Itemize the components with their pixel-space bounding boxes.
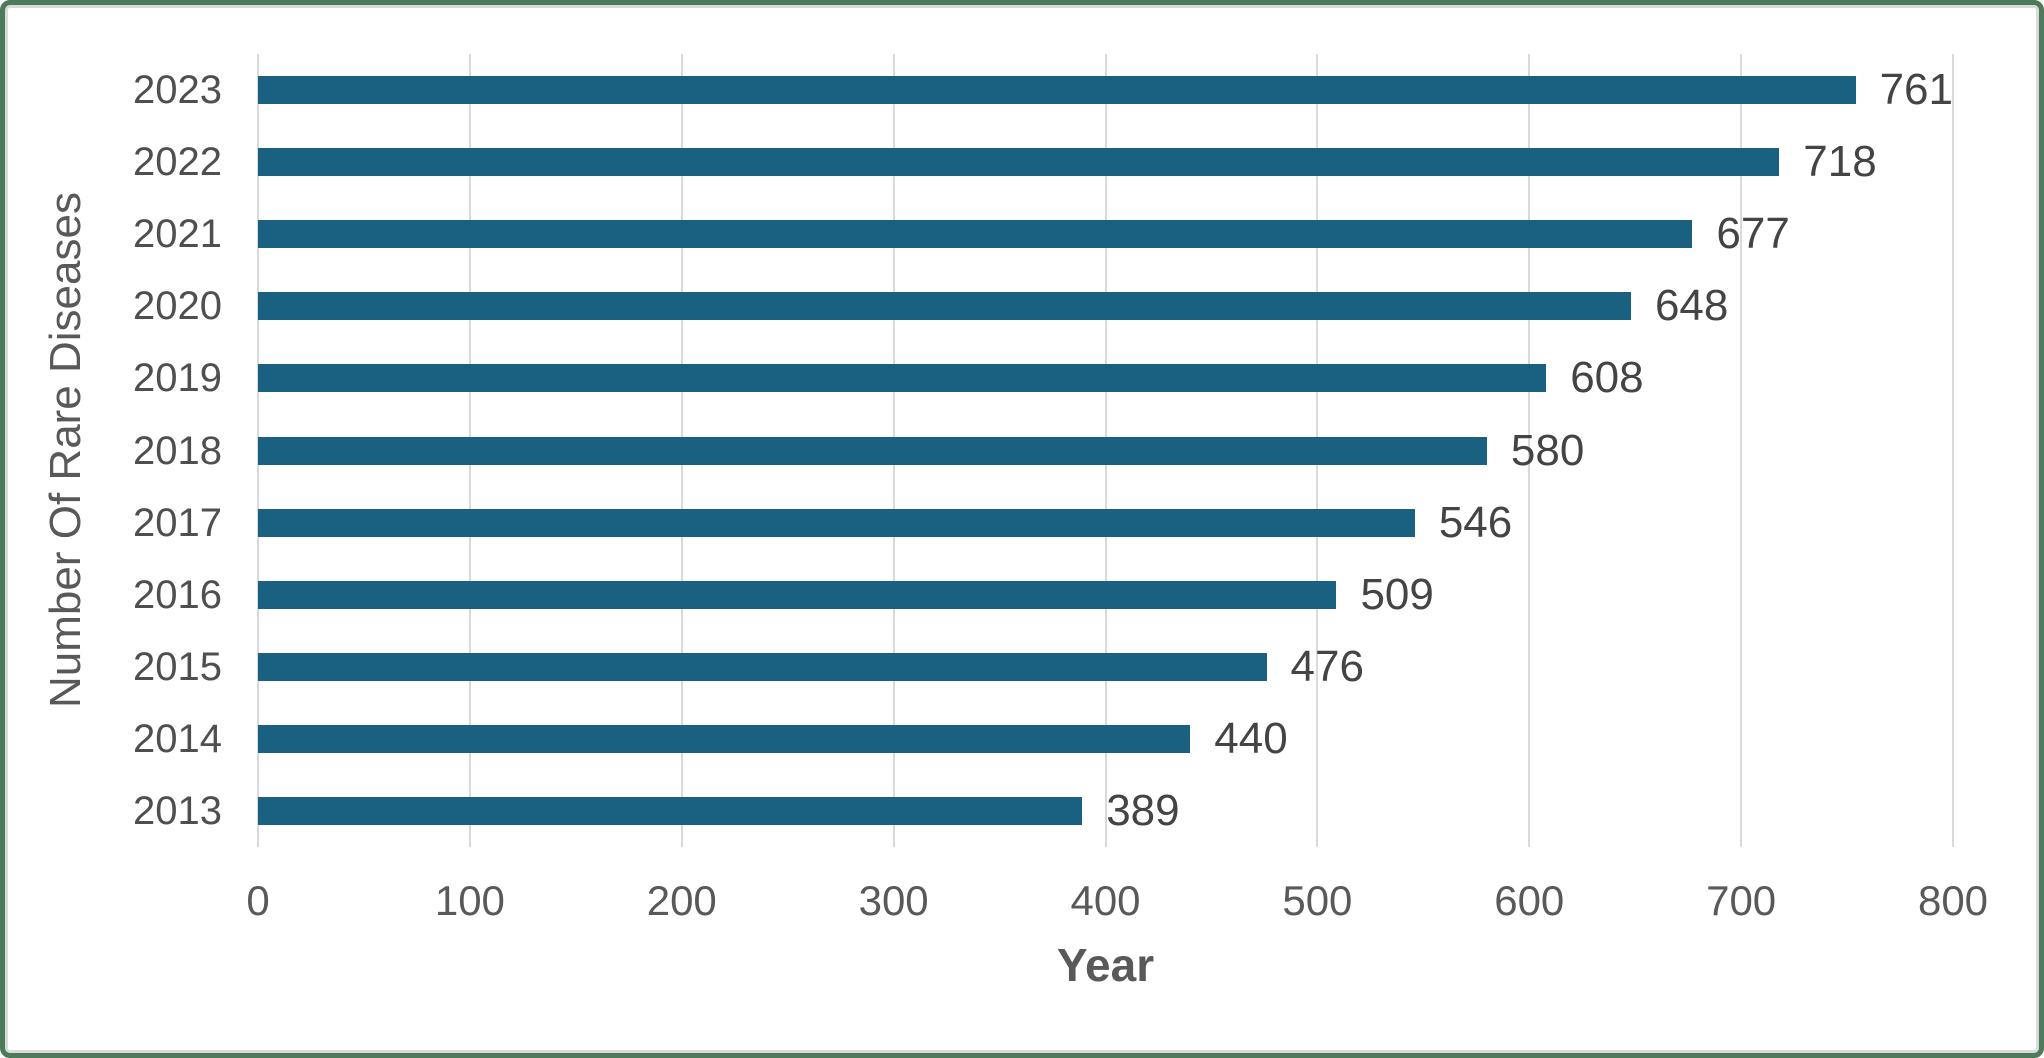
value-label: 718 <box>1803 137 1877 187</box>
x-tick-label: 100 <box>434 877 505 924</box>
value-label: 389 <box>1106 785 1180 835</box>
bar <box>258 652 1267 681</box>
gridline <box>1740 54 1743 847</box>
value-label: 546 <box>1438 497 1513 547</box>
bar-row: 2019 608 <box>133 342 1953 414</box>
bar-row: 2022 718 <box>133 126 1953 198</box>
x-tick-label: 600 <box>1494 877 1565 924</box>
bar-row: 2021 677 <box>133 198 1953 270</box>
bar-row: 2016 509 <box>133 559 1953 631</box>
value-label: 509 <box>1360 569 1434 619</box>
x-tick-label: 0 <box>246 877 270 924</box>
bar <box>258 148 1780 177</box>
value-label: 440 <box>1214 713 1288 763</box>
bar <box>258 220 1693 249</box>
category-label: 2015 <box>133 644 222 689</box>
x-tick-label: 700 <box>1706 877 1777 924</box>
category-label: 2018 <box>133 428 222 473</box>
category-label: 2013 <box>133 788 222 833</box>
bar-row: 2014 440 <box>133 703 1953 775</box>
category-label: 2021 <box>133 212 222 257</box>
category-label: 2020 <box>133 284 222 329</box>
x-tick-label: 300 <box>858 877 929 924</box>
gridline <box>1528 54 1531 847</box>
bar-row: 2018 580 <box>133 414 1953 486</box>
bar-rows: 2023 761 2022 718 2021 677 2020 648 2019… <box>133 54 1953 847</box>
category-label: 2016 <box>133 572 222 617</box>
bar <box>258 364 1547 393</box>
value-label: 677 <box>1716 209 1790 259</box>
bar <box>258 796 1083 825</box>
bar <box>258 436 1487 465</box>
bar <box>258 724 1191 753</box>
x-axis-ticks: 0 100 200 300 400 500 600 700 800 <box>246 872 1988 932</box>
plot-area: 2023 761 2022 718 2021 677 2020 648 2019… <box>133 54 1954 847</box>
y-axis-title: Number Of Rare Diseases <box>41 192 90 708</box>
bar <box>258 76 1856 105</box>
x-tick-label: 400 <box>1070 877 1141 924</box>
bar-row: 2015 476 <box>133 631 1953 703</box>
x-axis-title: Year <box>1056 939 1155 991</box>
x-tick-label: 200 <box>646 877 717 924</box>
category-label: 2022 <box>133 140 222 185</box>
bar-row: 2013 389 <box>133 775 1953 847</box>
value-label: 476 <box>1290 641 1364 691</box>
category-label: 2019 <box>133 356 222 401</box>
bar-row: 2020 648 <box>133 270 1953 342</box>
bar <box>258 580 1337 609</box>
category-label: 2014 <box>133 716 222 761</box>
value-label: 580 <box>1510 425 1585 475</box>
x-tick-label: 800 <box>1917 877 1989 924</box>
bar-row: 2023 761 <box>133 54 1953 126</box>
category-label: 2017 <box>133 500 222 545</box>
bar <box>258 508 1415 537</box>
value-label: 648 <box>1654 281 1729 331</box>
bar <box>258 292 1631 321</box>
x-tick-label: 500 <box>1282 877 1353 924</box>
gridline <box>1952 54 1954 847</box>
bar-row: 2017 546 <box>133 487 1953 559</box>
category-label: 2023 <box>133 68 222 113</box>
value-label: 761 <box>1879 65 1953 115</box>
value-label: 608 <box>1570 353 1644 403</box>
